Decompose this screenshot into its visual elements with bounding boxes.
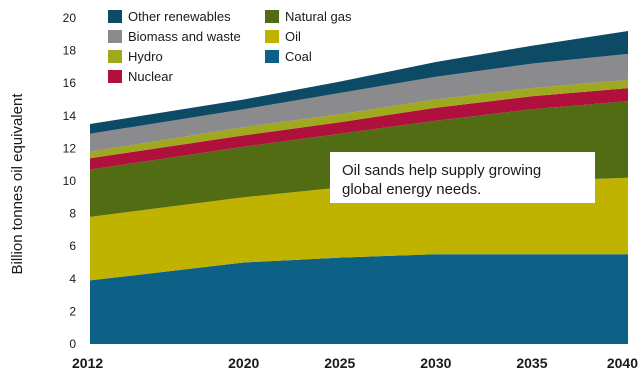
x-tick-label: 2012	[72, 355, 103, 371]
y-axis-label: Billion tonnes oil equivalent	[9, 93, 26, 275]
legend-swatch-hydro	[108, 50, 122, 63]
legend-label-coal: Coal	[285, 49, 312, 64]
legend-label-biomass-and-waste: Biomass and waste	[128, 29, 241, 44]
y-tick-label: 12	[63, 141, 77, 155]
legend-swatch-coal	[265, 50, 279, 63]
legend-swatch-biomass-and-waste	[108, 30, 122, 43]
legend-swatch-oil	[265, 30, 279, 43]
x-tick-label: 2030	[420, 355, 451, 371]
y-tick-label: 10	[63, 174, 77, 188]
y-tick-label: 0	[69, 337, 76, 351]
x-tick-label: 2025	[324, 355, 355, 371]
x-tick-label: 2020	[228, 355, 259, 371]
y-tick-label: 18	[63, 44, 77, 58]
x-axis-ticks: 2012 2020 2025 2030 2035 2040	[72, 355, 638, 371]
legend-swatch-nuclear	[108, 70, 122, 83]
annotation: Oil sands help supply growing global ener…	[330, 152, 595, 203]
legend-label-nuclear: Nuclear	[128, 69, 173, 84]
legend-label-other-renewables: Other renewables	[128, 9, 231, 24]
y-tick-label: 16	[63, 76, 77, 90]
legend-swatch-other-renewables	[108, 10, 122, 23]
x-tick-label: 2040	[607, 355, 638, 371]
y-axis-ticks: 0 2 4 6 8 10 12 14 16 18 20	[63, 11, 77, 351]
y-tick-label: 4	[69, 272, 76, 286]
legend-swatch-natural-gas	[265, 10, 279, 23]
y-tick-label: 20	[63, 11, 77, 25]
legend-label-hydro: Hydro	[128, 49, 163, 64]
legend: Other renewables Natural gas Biomass and w…	[108, 9, 352, 84]
x-tick-label: 2035	[516, 355, 547, 371]
y-tick-label: 6	[69, 239, 76, 253]
y-tick-label: 2	[69, 304, 76, 318]
y-tick-label: 14	[63, 109, 77, 123]
legend-label-oil: Oil	[285, 29, 301, 44]
legend-label-natural-gas: Natural gas	[285, 9, 352, 24]
y-tick-label: 8	[69, 207, 76, 221]
